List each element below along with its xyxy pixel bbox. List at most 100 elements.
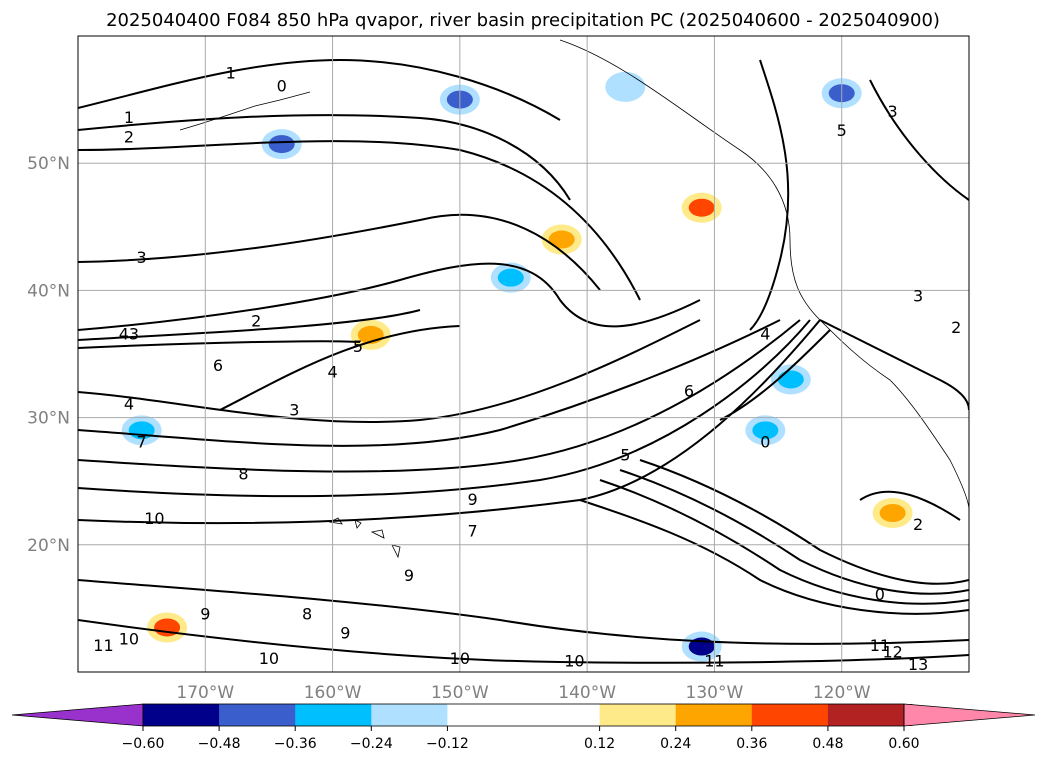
colorbar: −0.60 −0.48 −0.36 −0.24 −0.12 0.12 0.24 0.36 0.4…: [11, 703, 1036, 752]
colorbar-tick-label: 0.36: [736, 736, 767, 752]
contour-line: [78, 213, 601, 291]
shaded-region: [612, 77, 639, 96]
contour-label: 12: [882, 642, 902, 661]
contour-label: 0: [760, 433, 770, 452]
contour-label: 8: [302, 604, 312, 623]
contour-line: [78, 619, 969, 664]
x-tick-label: 150°W: [431, 683, 489, 703]
contour-label: 1: [226, 64, 236, 83]
coastline: [179, 39, 969, 559]
colorbar-tick-label: 0.24: [660, 736, 691, 752]
colorbar-tick-label: 0.48: [812, 736, 843, 752]
contour-line: [78, 319, 821, 525]
colorbar-segment: [371, 704, 456, 726]
contour-line: [869, 79, 969, 201]
colorbar-tick-label: 0.12: [584, 736, 615, 752]
contour-line: [78, 579, 969, 645]
colorbar-tick-label: −0.24: [350, 736, 393, 752]
qvapor-contour-lines: [78, 58, 969, 664]
gridlines: [78, 36, 969, 672]
contour-label: 8: [238, 464, 248, 483]
contour-label: 6: [684, 382, 694, 401]
contour-label: 5: [837, 121, 847, 140]
hawaii-islands: [328, 517, 401, 559]
contour-label: 11: [870, 636, 890, 655]
contour-label: 2: [913, 515, 923, 534]
contour-label: 4: [327, 363, 337, 382]
contour-line: [219, 325, 461, 411]
contour-label: 7: [137, 433, 147, 452]
colorbar-frame: [142, 703, 905, 727]
x-tick-label: 120°W: [813, 683, 871, 703]
colorbar-tick-label: −0.60: [122, 736, 165, 752]
contour-line: [78, 309, 421, 341]
contour-line: [78, 340, 361, 349]
colorbar-segment: [599, 704, 685, 726]
x-tick-label: 170°W: [176, 683, 234, 703]
contour-label: 2: [251, 312, 261, 331]
y-tick-label: 40°N: [27, 281, 70, 301]
contour-label: 6: [213, 356, 223, 375]
contour-label: 2: [124, 127, 134, 146]
contour-label: 3: [888, 102, 898, 121]
colorbar-over-arrow: [903, 703, 1036, 727]
contour-label: 1: [124, 108, 134, 127]
contour-line: [819, 319, 969, 411]
contour-label: 11: [93, 636, 113, 655]
shaded-region: [497, 268, 524, 287]
contour-line: [719, 329, 831, 421]
contour-label: 0: [875, 585, 885, 604]
aleutian-islands: [179, 91, 311, 131]
contour-label: 11: [704, 651, 724, 670]
x-tick-label: 140°W: [558, 683, 616, 703]
contour-label: 13: [908, 655, 928, 674]
contour-label: 4: [760, 324, 770, 343]
shaded-region: [777, 370, 804, 389]
contour-line: [579, 499, 969, 615]
contour-line: [78, 58, 561, 121]
y-tick-label: 20°N: [27, 536, 70, 556]
shaded-region: [879, 504, 906, 522]
contour-label: 3: [137, 248, 147, 267]
contour-line: [599, 479, 969, 605]
contour-label: 10: [259, 649, 279, 668]
contour-label: 10: [144, 509, 164, 528]
colorbar-segment: [143, 704, 228, 726]
contour-line: [78, 319, 701, 423]
colorbar-tick-label: −0.48: [198, 736, 241, 752]
contour-label: 3: [913, 286, 923, 305]
contour-line: [78, 319, 811, 498]
contour-label: 10: [119, 630, 139, 649]
y-tick-label: 50°N: [27, 154, 70, 174]
contour-label: 5: [620, 445, 630, 464]
colorbar-segment: [447, 704, 532, 726]
contour-label: 43: [119, 324, 139, 343]
shaded-region: [268, 135, 295, 154]
axis-ticks: 170°W 160°W 150°W 140°W 130°W 120°W20°N30°N40…: [27, 154, 871, 703]
colorbar-under-arrow: [11, 703, 144, 727]
contour-label: 10: [564, 651, 584, 670]
contour-line: [78, 319, 781, 447]
shaded-region: [688, 198, 715, 217]
contour-line: [749, 59, 790, 331]
contour-line: [78, 114, 571, 201]
contour-line: [639, 459, 969, 585]
colorbar-segment: [675, 704, 761, 726]
coastline-north-america: [559, 39, 969, 511]
contour-label: 10: [450, 649, 470, 668]
contour-line: [78, 262, 701, 331]
chart-title: 2025040400 F084 850 hPa qvapor, river ba…: [106, 10, 940, 31]
contour-line: [78, 140, 641, 301]
contour-line: [78, 319, 801, 473]
colorbar-segment: [827, 704, 913, 726]
contour-label: 0: [277, 76, 287, 95]
x-tick-label: 130°W: [686, 683, 744, 703]
contour-label: 5: [353, 337, 363, 356]
colorbar-tick-label: 0.60: [888, 736, 919, 752]
map-background: [78, 36, 969, 672]
contour-line: [619, 469, 969, 595]
colorbar-segment: [295, 704, 380, 726]
colorbar-segment: [219, 704, 304, 726]
x-tick-label: 160°W: [304, 683, 362, 703]
